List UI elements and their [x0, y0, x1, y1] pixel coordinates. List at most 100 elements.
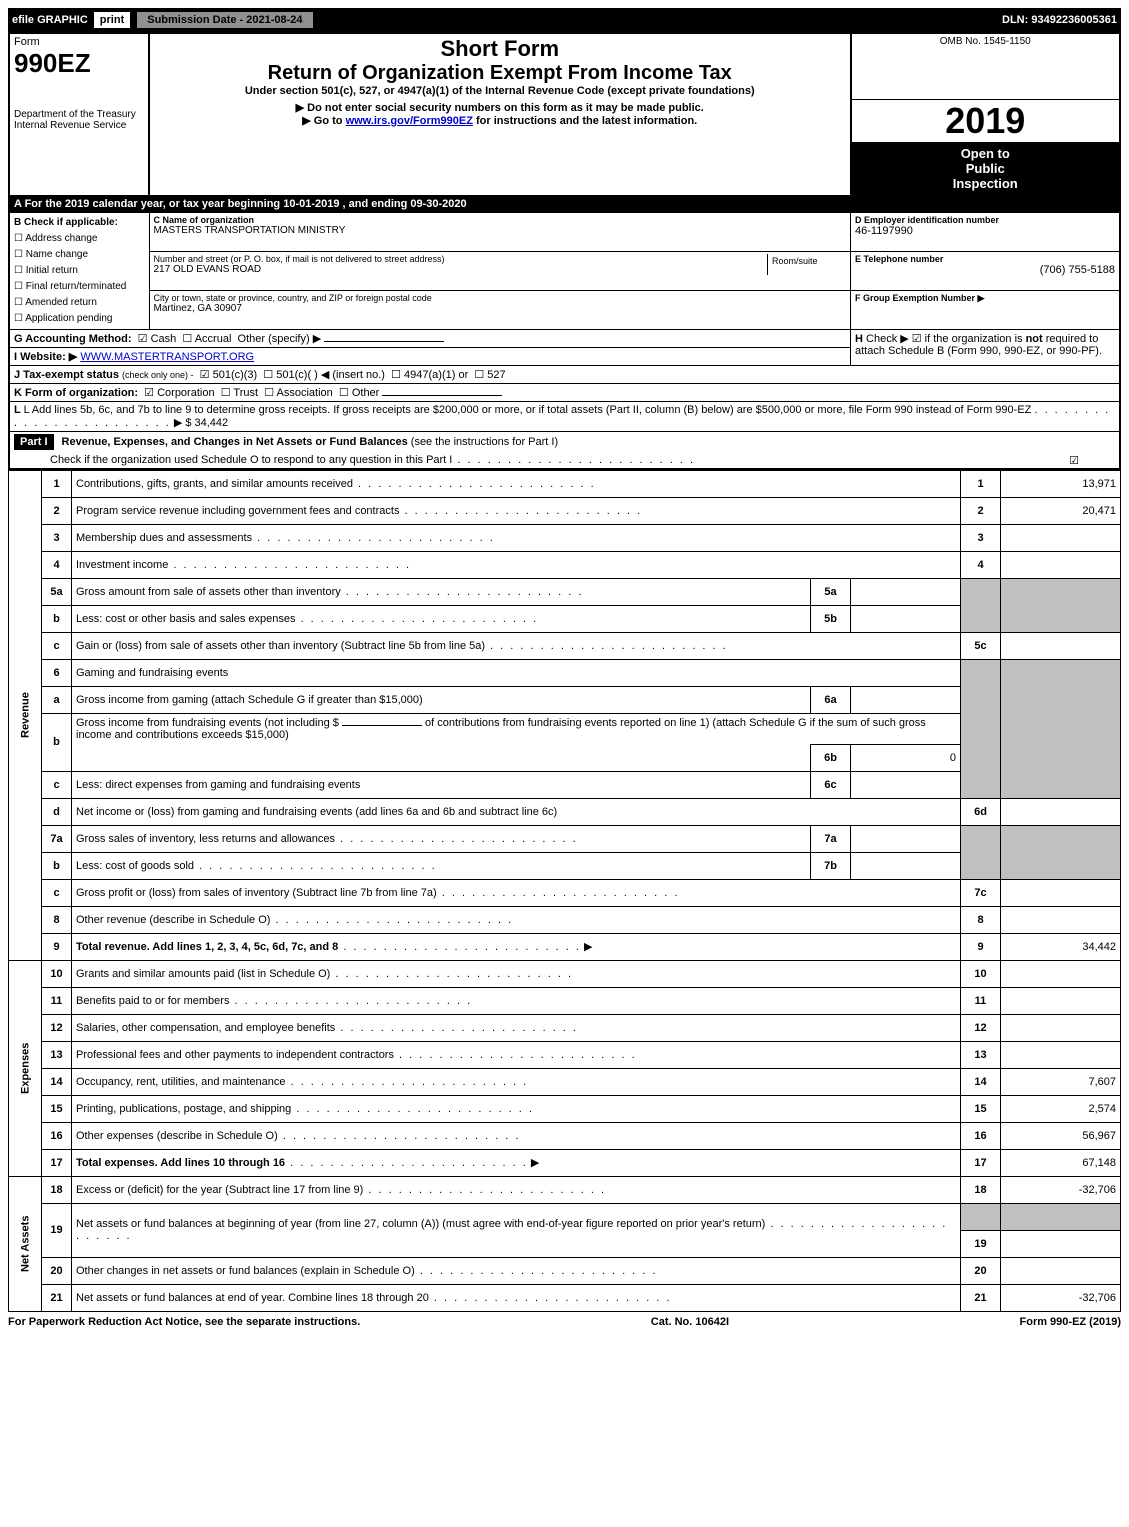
l7a-num: 7a: [42, 825, 72, 852]
b-opt-initial[interactable]: Initial return: [14, 263, 145, 279]
l21-text: Net assets or fund balances at end of ye…: [76, 1292, 429, 1304]
c-street-label: Number and street (or P. O. box, if mail…: [154, 254, 768, 264]
part1-lines-table: Revenue 1 Contributions, gifts, grants, …: [8, 470, 1121, 1312]
dept-irs: Internal Revenue Service: [14, 120, 144, 131]
l7a-mid: [851, 825, 961, 852]
part1-check-note: Check if the organization used Schedule …: [10, 452, 1119, 468]
j-4947[interactable]: [391, 369, 404, 381]
l5a-ref: 5a: [811, 578, 851, 605]
omb-label: OMB No. 1545-1150: [856, 36, 1116, 47]
efile-label: efile GRAPHIC: [8, 14, 88, 26]
l7b-mid: [851, 852, 961, 879]
org-street: 217 OLD EVANS ROAD: [154, 264, 768, 275]
phone-value: (706) 755-5188: [855, 264, 1115, 276]
l18-text: Excess or (deficit) for the year (Subtra…: [76, 1184, 363, 1196]
h-text1: Check ▶ ☑ if the organization is: [866, 333, 1026, 345]
l16-num: 16: [42, 1122, 72, 1149]
l2-val: 20,471: [1001, 497, 1121, 524]
l16-ref: 16: [961, 1122, 1001, 1149]
l7b-text: Less: cost of goods sold: [76, 860, 194, 872]
l3-text: Membership dues and assessments: [76, 532, 252, 544]
l16-val: 56,967: [1001, 1122, 1121, 1149]
b-opt-pending[interactable]: Application pending: [14, 311, 145, 327]
part1-title: Revenue, Expenses, and Changes in Net As…: [62, 436, 559, 448]
section-b: B Check if applicable: Address change Na…: [9, 212, 149, 329]
l9-num: 9: [42, 933, 72, 960]
l4-text: Investment income: [76, 559, 168, 571]
l8-text: Other revenue (describe in Schedule O): [76, 914, 270, 926]
l6b-ref: 6b: [811, 744, 851, 771]
l9-text: Total revenue. Add lines 1, 2, 3, 4, 5c,…: [76, 941, 338, 953]
open-public: Open to Public Inspection: [852, 142, 1120, 195]
l5a-text: Gross amount from sale of assets other t…: [76, 586, 341, 598]
l10-val: [1001, 960, 1121, 987]
l19-num: 19: [42, 1203, 72, 1257]
l19-ref: 19: [961, 1230, 1001, 1257]
l1-text: Contributions, gifts, grants, and simila…: [76, 478, 353, 490]
l10-ref: 10: [961, 960, 1001, 987]
note-ssn: ▶ Do not enter social security numbers o…: [154, 101, 846, 114]
l5b-ref: 5b: [811, 605, 851, 632]
part1-check[interactable]: ☑: [1069, 454, 1079, 467]
l21-num: 21: [42, 1284, 72, 1311]
l3-num: 3: [42, 524, 72, 551]
l6b-text: Gross income from fundraising events (no…: [72, 713, 961, 744]
side-expenses: Expenses: [9, 960, 42, 1176]
k-other[interactable]: [339, 387, 352, 399]
l5b-num: b: [42, 605, 72, 632]
l7c-num: c: [42, 879, 72, 906]
shade-19: [961, 1203, 1001, 1230]
l4-val: [1001, 551, 1121, 578]
l4-ref: 4: [961, 551, 1001, 578]
print-link[interactable]: print: [94, 12, 130, 28]
j-527[interactable]: [474, 369, 487, 381]
footer-left: For Paperwork Reduction Act Notice, see …: [8, 1316, 360, 1328]
l7a-text: Gross sales of inventory, less returns a…: [76, 833, 335, 845]
l13-num: 13: [42, 1041, 72, 1068]
j-501c3[interactable]: [200, 369, 213, 381]
l12-text: Salaries, other compensation, and employ…: [76, 1022, 335, 1034]
b-opt-name[interactable]: Name change: [14, 247, 145, 263]
l7a-ref: 7a: [811, 825, 851, 852]
dept-treasury: Department of the Treasury: [14, 109, 144, 120]
g-cash[interactable]: [138, 333, 151, 345]
top-bar: efile GRAPHIC print Submission Date - 20…: [8, 8, 1121, 32]
k-corp[interactable]: [144, 387, 157, 399]
l14-num: 14: [42, 1068, 72, 1095]
side-netassets: Net Assets: [9, 1176, 42, 1311]
dln-label: DLN: 93492236005361: [1002, 14, 1121, 26]
l5c-num: c: [42, 632, 72, 659]
c-name-label: C Name of organization: [154, 215, 847, 225]
l5a-mid: [851, 578, 961, 605]
k-trust[interactable]: [221, 387, 234, 399]
irs-link[interactable]: www.irs.gov/Form990EZ: [346, 115, 473, 127]
shade-6: [961, 659, 1001, 798]
k-assoc[interactable]: [264, 387, 276, 399]
l6a-num: a: [42, 686, 72, 713]
l21-val: -32,706: [1001, 1284, 1121, 1311]
j-501c[interactable]: [263, 369, 276, 381]
title-main: Return of Organization Exempt From Incom…: [154, 62, 846, 85]
l7c-ref: 7c: [961, 879, 1001, 906]
l5c-text: Gain or (loss) from sale of assets other…: [76, 640, 485, 652]
l17-val: 67,148: [1001, 1149, 1121, 1176]
form-number: 990EZ: [14, 48, 144, 79]
form-label: Form: [14, 36, 144, 48]
form-header-table: Form 990EZ Department of the Treasury In…: [8, 32, 1121, 470]
b-opt-amended[interactable]: Amended return: [14, 295, 145, 311]
b-opt-final[interactable]: Final return/terminated: [14, 279, 145, 295]
b-label: B Check if applicable:: [14, 215, 145, 231]
l9-val: 34,442: [1001, 933, 1121, 960]
b-opt-address[interactable]: Address change: [14, 231, 145, 247]
g-other[interactable]: Other (specify) ▶: [238, 333, 322, 345]
l11-num: 11: [42, 987, 72, 1014]
l17-num: 17: [42, 1149, 72, 1176]
l14-ref: 14: [961, 1068, 1001, 1095]
g-accrual[interactable]: [182, 333, 194, 345]
l6b-num: b: [42, 713, 72, 771]
l10-text: Grants and similar amounts paid (list in…: [76, 968, 330, 980]
page-footer: For Paperwork Reduction Act Notice, see …: [8, 1312, 1121, 1328]
website-link[interactable]: WWW.MASTERTRANSPORT.ORG: [80, 351, 254, 363]
l6-num: 6: [42, 659, 72, 686]
l2-ref: 2: [961, 497, 1001, 524]
